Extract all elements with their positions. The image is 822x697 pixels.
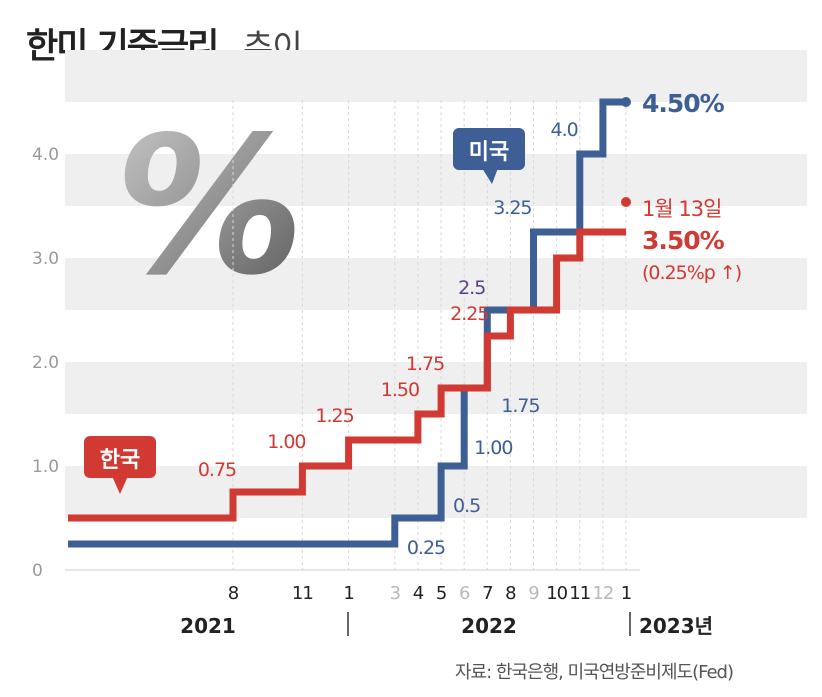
x-tick-label: 11: [569, 583, 590, 604]
x-tick-label: 10: [546, 583, 567, 604]
us-data-label: 0.25: [407, 537, 445, 559]
x-tick-label: 1: [343, 583, 353, 604]
korea-end-change: (0.25%p ↑): [642, 262, 741, 284]
x-tick-label: 5: [436, 583, 446, 604]
year-label-2022: 2022: [461, 614, 517, 638]
korea-bubble-tail: [112, 476, 128, 494]
y-tick-label: 2.0: [32, 353, 59, 373]
x-tick-label: 4: [413, 583, 424, 604]
data-labels: 0.25 0.5 1.00 1.75 2.5 3.25 4.0 0.75 1.00 1.25 1.5…: [198, 119, 579, 559]
x-tick-label: 11: [292, 583, 313, 604]
x-tick-label: 3: [390, 583, 401, 604]
korea-rate-line: [68, 228, 626, 522]
series-layer: [68, 97, 631, 548]
korea-data-label: 2.25: [450, 303, 488, 325]
grid-bands: [65, 50, 807, 518]
us-data-label: 0.5: [453, 495, 480, 517]
korea-data-label: 1.50: [381, 379, 419, 401]
us-data-label: 2.5: [458, 277, 485, 299]
x-tick-label: 9: [528, 583, 539, 604]
y-tick-label: 0: [32, 561, 43, 581]
korea-legend-label: 한국: [100, 448, 140, 473]
x-tick-label: 7: [482, 583, 492, 604]
us-data-label: 3.25: [493, 197, 531, 219]
us-end-dot: [621, 97, 631, 107]
y-tick-label: 3.0: [32, 249, 59, 269]
grid-band: [65, 50, 807, 102]
korea-data-label: 0.75: [198, 459, 236, 481]
grid-band: [65, 362, 807, 414]
year-label-2021: 2021: [180, 614, 236, 638]
grid-band: [65, 258, 807, 310]
korea-data-label: 1.25: [315, 405, 353, 427]
korea-end-value: 3.50%: [642, 226, 725, 255]
year-label-2023: 2023년: [639, 614, 713, 638]
source-note: 자료: 한국은행, 미국연방준비제도(Fed): [455, 662, 734, 683]
us-legend-label: 미국: [469, 140, 509, 165]
us-bubble-tail: [482, 168, 498, 184]
korea-end-date: 1월 13일: [642, 197, 721, 221]
korea-end-dot: [621, 197, 631, 207]
korea-data-label: 1.75: [406, 353, 444, 375]
us-end-value: 4.50%: [642, 89, 725, 118]
us-data-label: 4.0: [551, 119, 578, 141]
korea-data-label: 1.00: [267, 431, 305, 453]
grid-band: [65, 466, 807, 518]
us-data-label: 1.75: [501, 395, 539, 417]
us-legend-bubble: [453, 128, 525, 170]
grid-band: [65, 154, 807, 206]
x-tick-label: 8: [505, 583, 516, 604]
y-tick-label: 1.0: [32, 457, 59, 477]
korea-legend-bubble: [84, 436, 156, 478]
y-tick-label: 4.0: [32, 145, 59, 165]
x-tick-label: 6: [459, 583, 470, 604]
us-data-label: 1.00: [474, 437, 512, 459]
y-axis: 0 1.0 2.0 3.0 4.0: [32, 145, 640, 581]
x-tick-label: 12: [592, 583, 613, 604]
percent-symbol-graphic: %: [98, 97, 319, 318]
x-tick-label: 1: [621, 583, 631, 604]
x-tick-label: 8: [228, 583, 239, 604]
